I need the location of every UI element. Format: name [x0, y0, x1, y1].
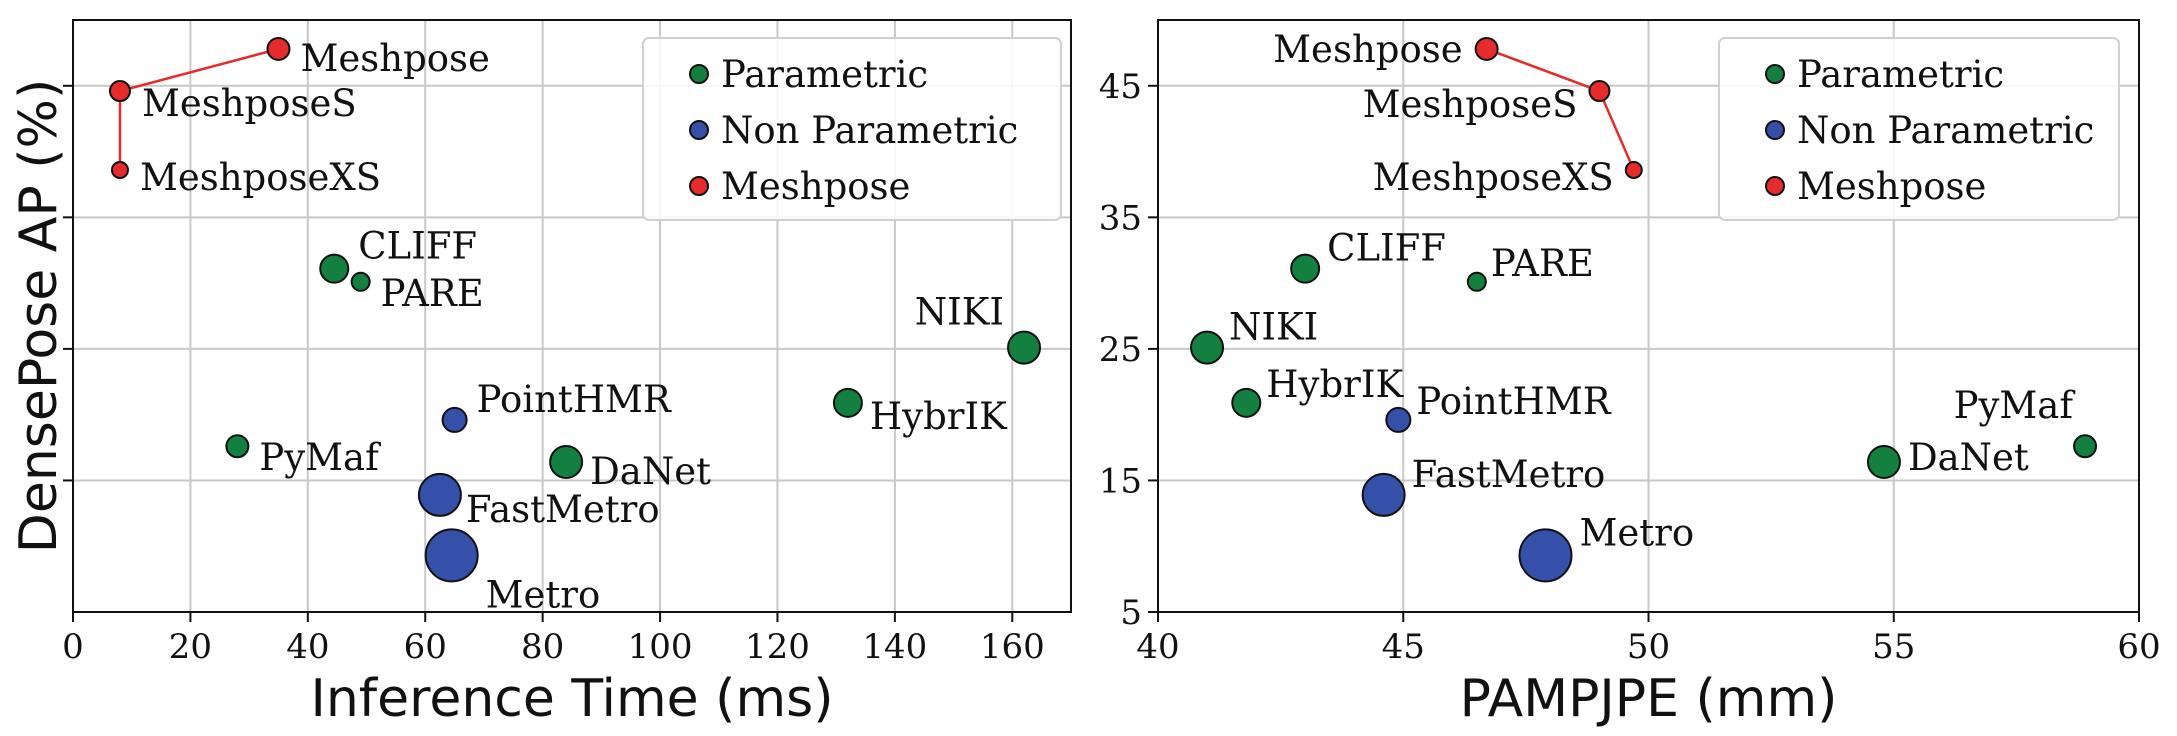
- legend: Parametric Non Parametric Meshpose: [642, 37, 1062, 221]
- data-points: [108, 36, 1042, 583]
- x-axis: 0 20 40 60 80 100 120 140 160: [62, 612, 1045, 667]
- point-niki: [1007, 330, 1042, 365]
- point-pare: [1466, 271, 1487, 292]
- point-label-meshposes: MeshposeS: [1363, 83, 1578, 126]
- x-tick-label: 80: [521, 627, 564, 667]
- point-label-meshposes: MeshposeS: [142, 82, 357, 125]
- point-pointhmr: [1385, 406, 1412, 433]
- point-label-cliff: CLIFF: [1327, 227, 1446, 270]
- point-pymaf: [2073, 434, 2098, 459]
- point-label-pymaf: PyMaf: [259, 436, 381, 479]
- point-label-pare: PARE: [381, 272, 484, 315]
- point-label-fastmetro: FastMetro: [1412, 453, 1606, 496]
- legend: Parametric Non Parametric Meshpose: [1718, 37, 2120, 221]
- point-labels: Meshpose MeshposeS MeshposeXS CLIFF PARE NIKI…: [1229, 28, 2075, 554]
- x-tick-label: 45: [1382, 627, 1425, 667]
- x-tick-label: 0: [62, 627, 84, 667]
- legend-label: Parametric: [1797, 53, 2004, 96]
- legend-box: [642, 37, 1062, 221]
- point-label-meshposexs: MeshposeXS: [140, 156, 381, 199]
- x-tick-label: 50: [1627, 627, 1670, 667]
- point-meshpose: [1474, 36, 1499, 61]
- point-meshposes: [1588, 80, 1611, 103]
- point-label-hybrik: HybrIK: [1266, 363, 1404, 406]
- plot-frame: [72, 19, 1072, 613]
- y-tick-label: 15: [1099, 461, 1142, 501]
- legend-marker: [689, 176, 709, 196]
- point-label-metro: Metro: [1579, 511, 1694, 554]
- point-meshposes: [108, 80, 131, 103]
- point-label-hybrik: HybrIK: [870, 395, 1008, 438]
- legend-label: Meshpose: [1797, 165, 1986, 208]
- point-label-pare: PARE: [1491, 242, 1594, 285]
- data-points: [1190, 36, 2098, 583]
- point-label-meshpose: Meshpose: [1273, 28, 1462, 71]
- x-tick-label: 100: [628, 627, 693, 667]
- point-metro: [424, 528, 479, 583]
- point-fastmetro: [417, 472, 462, 517]
- point-label-danet: DaNet: [590, 450, 711, 493]
- x-tick-label: 160: [980, 627, 1045, 667]
- x-tick-label: 40: [1136, 627, 1179, 667]
- point-danet: [549, 445, 584, 480]
- legend-marker: [1765, 176, 1785, 196]
- point-cliff: [1290, 253, 1321, 284]
- x-axis-title: Inference Time (ms): [311, 669, 834, 729]
- point-hybrik: [832, 387, 863, 418]
- y-tick-label: 35: [1099, 198, 1142, 238]
- point-danet: [1866, 445, 1901, 480]
- legend-label: Non Parametric: [1797, 109, 2094, 152]
- point-label-pointhmr: PointHMR: [1416, 380, 1611, 423]
- y-tick-label: 5: [1120, 593, 1142, 633]
- point-hybrik: [1231, 387, 1262, 418]
- point-label-danet: DaNet: [1908, 436, 2029, 479]
- legend-marker: [689, 120, 709, 140]
- legend-marker: [1765, 120, 1785, 140]
- point-label-meshpose: Meshpose: [300, 37, 489, 80]
- point-meshpose: [266, 36, 291, 61]
- x-tick-label: 20: [169, 627, 212, 667]
- legend-label: Meshpose: [721, 165, 910, 208]
- point-fastmetro: [1361, 472, 1406, 517]
- point-label-cliff: CLIFF: [358, 225, 477, 268]
- point-label-niki: NIKI: [1229, 306, 1318, 349]
- x-tick-label: 140: [862, 627, 927, 667]
- x-tick-label: 40: [286, 627, 329, 667]
- x-tick-label: 55: [1872, 627, 1915, 667]
- x-tick-label: 60: [2117, 627, 2160, 667]
- point-pointhmr: [441, 406, 468, 433]
- legend-box: [1718, 37, 2120, 221]
- x-tick-label: 60: [404, 627, 447, 667]
- point-niki: [1190, 330, 1225, 365]
- y-tick-label: 25: [1099, 330, 1142, 370]
- y-axis: [63, 84, 73, 482]
- point-metro: [1518, 528, 1573, 583]
- point-label-meshposexs: MeshposeXS: [1373, 156, 1614, 199]
- point-meshposexs: [1624, 160, 1643, 179]
- legend-label: Non Parametric: [721, 109, 1018, 152]
- x-tick-label: 120: [745, 627, 810, 667]
- y-tick-label: 45: [1099, 67, 1142, 107]
- point-pymaf: [225, 434, 250, 459]
- plot-frame: [1157, 19, 2140, 613]
- x-axis: 40 45 50 55 60: [1136, 612, 2161, 667]
- y-axis: 5 15 25 35 45: [1099, 67, 1158, 633]
- y-axis-title: DensePose AP (%): [9, 79, 69, 553]
- point-label-fastmetro: FastMetro: [466, 488, 660, 531]
- point-pare: [350, 271, 371, 292]
- x-axis-title: PAMPJPE (mm): [1460, 669, 1838, 729]
- legend-marker: [1765, 64, 1785, 84]
- point-label-niki: NIKI: [915, 291, 1004, 334]
- point-cliff: [319, 253, 350, 284]
- legend-label: Parametric: [721, 53, 928, 96]
- legend-marker: [689, 64, 709, 84]
- point-label-metro: Metro: [486, 573, 601, 616]
- chart-panel-1: 0 20 40 60 80 100 120 140 160 Inference Time (ms)…: [9, 19, 1072, 729]
- point-meshposexs: [110, 160, 129, 179]
- point-label-pointhmr: PointHMR: [477, 378, 672, 421]
- point-label-pymaf: PyMaf: [1954, 384, 2076, 427]
